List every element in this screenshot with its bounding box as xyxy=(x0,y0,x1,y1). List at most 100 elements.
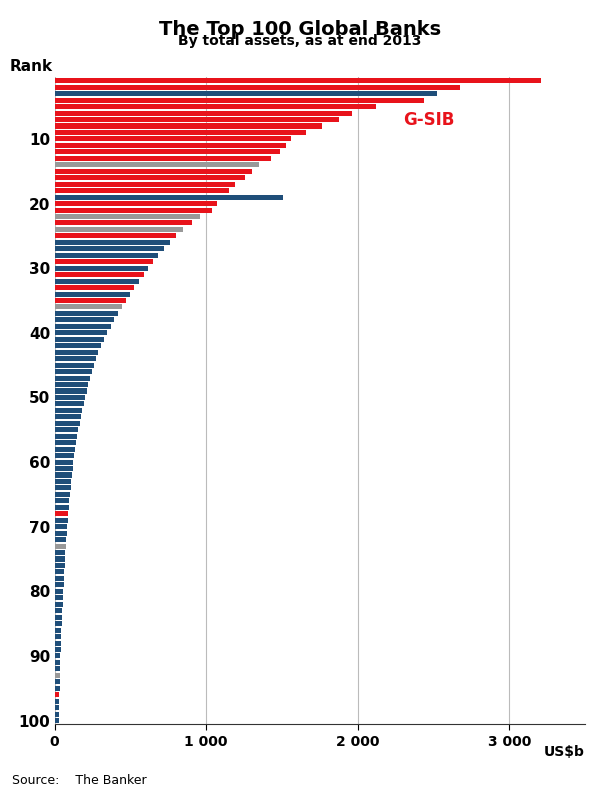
Bar xyxy=(55,446,75,452)
Bar xyxy=(55,576,64,581)
Bar xyxy=(55,569,64,575)
Bar xyxy=(55,524,67,529)
Bar xyxy=(55,537,67,542)
Bar xyxy=(55,201,217,206)
Text: US$b: US$b xyxy=(544,745,585,760)
Bar xyxy=(55,485,71,490)
Bar xyxy=(55,511,68,516)
Bar xyxy=(55,124,322,128)
Bar xyxy=(55,130,306,135)
Bar xyxy=(55,369,92,374)
Text: Source:    The Banker: Source: The Banker xyxy=(12,775,146,787)
Bar xyxy=(55,679,59,685)
Bar xyxy=(55,602,63,607)
Bar xyxy=(55,169,251,174)
Bar xyxy=(55,292,130,296)
Bar xyxy=(55,117,339,122)
Bar xyxy=(55,621,62,626)
Bar xyxy=(55,363,94,367)
Bar xyxy=(55,344,101,348)
Bar xyxy=(55,337,104,342)
Bar xyxy=(55,149,280,155)
Bar xyxy=(55,641,61,646)
Bar xyxy=(55,421,80,426)
Bar xyxy=(55,647,61,652)
Bar xyxy=(55,78,541,84)
Bar xyxy=(55,98,424,103)
Bar xyxy=(55,550,65,555)
Bar xyxy=(55,563,65,568)
Bar xyxy=(55,330,107,336)
Bar xyxy=(55,660,60,665)
Bar xyxy=(55,304,122,309)
Bar xyxy=(55,595,63,600)
Bar xyxy=(55,654,60,658)
Bar xyxy=(55,699,59,704)
Bar xyxy=(55,298,126,303)
Bar xyxy=(55,240,170,245)
Bar xyxy=(55,427,79,432)
Bar xyxy=(55,214,200,219)
Bar xyxy=(55,382,88,387)
Bar xyxy=(55,473,72,477)
Bar xyxy=(55,666,60,671)
Bar xyxy=(55,375,90,381)
Bar xyxy=(55,279,139,284)
Bar xyxy=(55,175,245,180)
Bar xyxy=(55,143,286,148)
Bar xyxy=(55,460,73,465)
Bar xyxy=(55,259,153,265)
Bar xyxy=(55,246,164,251)
Bar xyxy=(55,556,65,562)
Title: By total assets, as at end 2013: By total assets, as at end 2013 xyxy=(0,796,1,797)
Bar xyxy=(55,466,73,471)
Bar xyxy=(55,194,283,199)
Bar xyxy=(55,84,460,90)
Bar xyxy=(55,453,74,458)
Bar xyxy=(55,440,76,446)
Bar xyxy=(55,608,62,613)
Bar xyxy=(55,414,81,419)
Bar xyxy=(55,221,193,226)
Bar xyxy=(55,712,59,717)
Bar xyxy=(55,531,67,536)
Bar xyxy=(55,705,59,710)
Bar xyxy=(55,395,85,400)
Bar xyxy=(55,718,59,723)
Bar xyxy=(55,356,96,361)
Bar xyxy=(55,685,59,691)
Bar xyxy=(55,324,110,329)
Bar xyxy=(55,311,118,316)
Bar xyxy=(55,408,82,413)
Bar xyxy=(55,136,291,141)
Bar xyxy=(55,188,229,193)
Bar xyxy=(55,104,376,109)
Bar xyxy=(55,272,144,277)
Bar xyxy=(55,388,87,394)
Bar xyxy=(55,673,60,678)
Text: By total assets, as at end 2013: By total assets, as at end 2013 xyxy=(178,34,422,49)
Bar xyxy=(55,317,115,323)
Bar xyxy=(55,182,235,186)
Text: Rank: Rank xyxy=(10,59,53,73)
Bar xyxy=(55,479,71,484)
Bar xyxy=(55,91,437,96)
Bar xyxy=(55,285,134,290)
Bar xyxy=(55,518,68,523)
Bar xyxy=(55,589,64,594)
Bar xyxy=(55,498,70,504)
Bar xyxy=(55,265,148,271)
Bar xyxy=(55,234,176,238)
Bar xyxy=(55,693,59,697)
Bar xyxy=(55,402,83,406)
Text: The Top 100 Global Banks: The Top 100 Global Banks xyxy=(159,20,441,39)
Bar xyxy=(55,163,259,167)
Bar xyxy=(55,627,61,633)
Bar xyxy=(55,207,212,213)
Bar xyxy=(55,111,352,116)
Bar xyxy=(55,350,98,355)
Bar xyxy=(55,583,64,587)
Bar xyxy=(55,634,61,639)
Bar xyxy=(55,544,66,548)
Bar xyxy=(55,434,77,438)
